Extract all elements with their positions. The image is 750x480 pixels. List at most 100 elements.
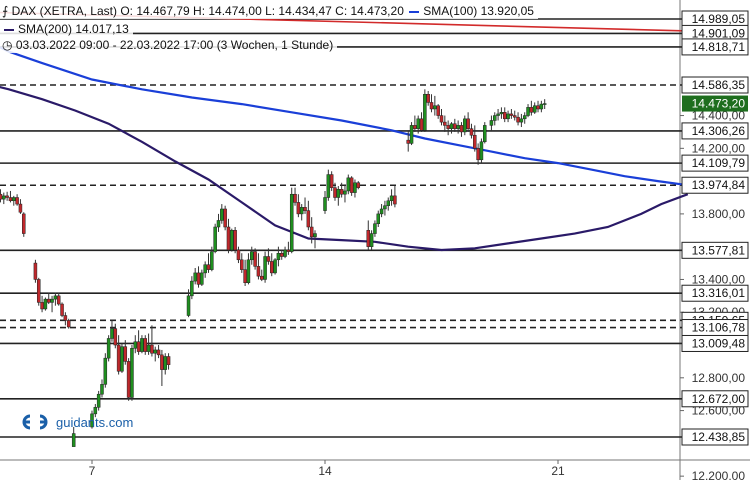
candle-body [126, 361, 131, 398]
candle-body [246, 259, 251, 283]
sma200-swatch [4, 28, 14, 31]
candle-body [250, 251, 254, 261]
candle [502, 107, 507, 123]
level-label: 12.672,00 [681, 390, 749, 408]
candle-body [260, 275, 264, 280]
candle [423, 89, 427, 132]
candle-body [456, 125, 460, 129]
candle-body [339, 189, 344, 195]
candle-body [136, 341, 141, 352]
candle-body [289, 193, 294, 252]
candle-body [253, 251, 257, 267]
candle-body [306, 210, 311, 228]
level-label-box [681, 284, 749, 302]
candle [299, 204, 304, 221]
level-label-text: 14.586,35 [692, 78, 746, 92]
candle-body [536, 105, 540, 110]
candle [426, 90, 430, 106]
level-label-box [681, 390, 749, 408]
candle-body [153, 349, 157, 354]
level-label-text: 12.672,00 [692, 392, 746, 406]
level-label-box [681, 154, 749, 172]
candle-body [96, 393, 101, 408]
candle-body [160, 354, 164, 370]
candle [60, 302, 64, 318]
candle [383, 200, 387, 216]
candle-body [200, 272, 204, 285]
candle [276, 246, 281, 267]
candle-body [43, 298, 48, 310]
candle-body [71, 433, 76, 447]
level-label: 14.586,35 [681, 76, 749, 94]
candle-body [56, 295, 61, 305]
candle [286, 241, 291, 255]
candle-body [476, 148, 480, 161]
level-label-text: 14.109,79 [692, 156, 746, 170]
level-label-box [681, 241, 749, 259]
candle [120, 343, 124, 373]
period-range: 03.03.2022 09:00 - 22.03.2022 17:00 [15, 38, 214, 52]
candle-body [146, 344, 151, 352]
chart-type-icon: ⨍ [2, 4, 9, 18]
candle [36, 277, 41, 306]
candle-body [266, 256, 271, 262]
candle-body [353, 182, 357, 193]
candle [416, 115, 420, 134]
level-label-text: 14.901,09 [692, 26, 746, 40]
candle [536, 100, 540, 113]
candle-body [303, 207, 307, 211]
candle-body [273, 259, 277, 274]
legend-instrument: ⨍ DAX (XETRA, Last) O: 14.467,79 H: 14.4… [0, 4, 538, 19]
candle [110, 320, 114, 342]
candle [283, 246, 287, 259]
candle [459, 122, 464, 137]
candle [429, 94, 434, 113]
candle-body [406, 139, 410, 144]
candle [463, 115, 467, 136]
candle [18, 199, 23, 214]
candle [493, 112, 497, 126]
y-tick-label: 14.400,00 [692, 109, 746, 123]
candle-body [286, 249, 291, 252]
candle [240, 253, 244, 273]
candle [63, 312, 68, 326]
candle-body [469, 128, 474, 136]
candle [250, 246, 254, 265]
candle [309, 217, 314, 244]
candle [349, 176, 354, 196]
candle [366, 220, 371, 250]
sma100-line [0, 46, 688, 187]
candle-body [60, 303, 64, 316]
candle [346, 174, 351, 195]
candle-body [509, 113, 514, 116]
candle-body [240, 259, 244, 270]
candle [449, 122, 454, 134]
candle-body [386, 200, 390, 206]
candle-body [213, 226, 217, 252]
candle-body [8, 197, 13, 202]
candle [203, 261, 207, 278]
candle [466, 112, 470, 132]
candle-body [256, 266, 261, 277]
candle [0, 189, 3, 203]
level-label-box [681, 334, 749, 352]
candle [406, 130, 410, 152]
candle-body [326, 174, 331, 198]
candle-body [323, 197, 327, 211]
candle-body [512, 115, 517, 118]
candle [93, 404, 98, 418]
candles [0, 89, 547, 447]
candle-body [532, 105, 537, 113]
candle-body [383, 205, 387, 210]
candle [143, 335, 148, 355]
watermark-text: guidants.com [56, 414, 134, 430]
candle [43, 297, 48, 311]
candle [532, 102, 537, 114]
candle [22, 212, 26, 237]
candle-body [389, 195, 394, 202]
candle [379, 204, 384, 218]
candle [213, 223, 217, 254]
level-label: 13.316,01 [681, 284, 749, 302]
candle-body [376, 213, 381, 224]
